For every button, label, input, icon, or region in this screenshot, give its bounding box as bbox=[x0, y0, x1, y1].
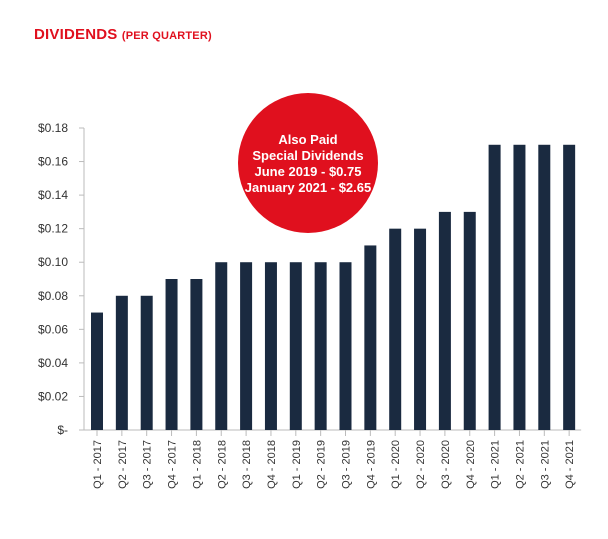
y-tick-label: $0.16 bbox=[38, 155, 68, 169]
x-tick-label: Q1 - 2018 bbox=[191, 440, 203, 489]
x-tick-label: Q2 - 2018 bbox=[216, 440, 228, 489]
x-tick-label: Q4 - 2017 bbox=[167, 440, 179, 489]
chart-title: DIVIDENDS (PER QUARTER) bbox=[34, 26, 212, 43]
x-tick-label: Q2 - 2021 bbox=[514, 440, 526, 489]
x-tick-label: Q2 - 2017 bbox=[117, 440, 129, 489]
x-tick-label: Q4 - 2019 bbox=[365, 440, 377, 489]
bar bbox=[563, 144, 576, 430]
y-tick-label: $0.02 bbox=[38, 389, 68, 403]
x-tick-label: Q4 - 2020 bbox=[465, 440, 477, 489]
bar bbox=[140, 295, 153, 430]
y-tick-label: $0.18 bbox=[38, 121, 68, 135]
callout-line: June 2019 - $0.75 bbox=[255, 164, 362, 179]
callout-line: January 2021 - $2.65 bbox=[245, 180, 371, 195]
callout-line: Special Dividends bbox=[252, 148, 363, 163]
x-tick-label: Q3 - 2021 bbox=[539, 440, 551, 489]
bars-layer bbox=[91, 144, 576, 430]
x-tick-label: Q3 - 2018 bbox=[241, 440, 253, 489]
x-tick-label: Q1 - 2019 bbox=[291, 440, 303, 489]
x-tick-label: Q1 - 2020 bbox=[390, 440, 402, 489]
x-tick-label: Q4 - 2018 bbox=[266, 440, 278, 489]
callout-line: Also Paid bbox=[278, 132, 337, 147]
bar bbox=[364, 245, 377, 430]
y-tick-label: $0.06 bbox=[38, 322, 68, 336]
bar bbox=[165, 279, 178, 430]
y-tick-label: $0.08 bbox=[38, 289, 68, 303]
bar bbox=[264, 262, 277, 430]
bar bbox=[538, 144, 551, 430]
bar bbox=[513, 144, 526, 430]
bar bbox=[190, 279, 203, 430]
x-tick-label: Q2 - 2020 bbox=[415, 440, 427, 489]
x-tick-label: Q4 - 2021 bbox=[564, 440, 576, 489]
bar bbox=[463, 211, 476, 430]
bar bbox=[91, 312, 103, 430]
y-tick-label: $0.14 bbox=[38, 188, 68, 202]
callout-circle bbox=[238, 93, 378, 233]
bar bbox=[314, 262, 327, 430]
y-tick-label: $0.10 bbox=[38, 255, 68, 269]
labels-layer: $- $0.02 $0.04 $0.06 $0.08 $0.10 $0.12 $0.14 $0.… bbox=[38, 121, 576, 489]
bar bbox=[215, 262, 228, 430]
bar bbox=[240, 262, 253, 430]
y-tick-label: $0.12 bbox=[38, 222, 68, 236]
y-tick-label: $0.04 bbox=[38, 356, 68, 370]
chart-title-main: DIVIDENDS bbox=[34, 26, 118, 43]
x-tick-label: Q1 - 2021 bbox=[490, 440, 502, 489]
bar bbox=[414, 228, 427, 430]
x-tick-label: Q3 - 2017 bbox=[142, 440, 154, 489]
x-tick-label: Q1 - 2017 bbox=[92, 440, 104, 489]
chart-title-sub: (PER QUARTER) bbox=[121, 30, 212, 42]
bar bbox=[438, 211, 451, 430]
bar bbox=[115, 295, 128, 430]
y-tick-label: $- bbox=[57, 423, 68, 437]
bar bbox=[389, 228, 402, 430]
x-tick-label: Q3 - 2019 bbox=[341, 440, 353, 489]
x-tick-label: Q3 - 2020 bbox=[440, 440, 452, 489]
bar bbox=[289, 262, 302, 430]
bar bbox=[488, 144, 501, 430]
x-tick-label: Q2 - 2019 bbox=[316, 440, 328, 489]
bar bbox=[339, 262, 352, 430]
